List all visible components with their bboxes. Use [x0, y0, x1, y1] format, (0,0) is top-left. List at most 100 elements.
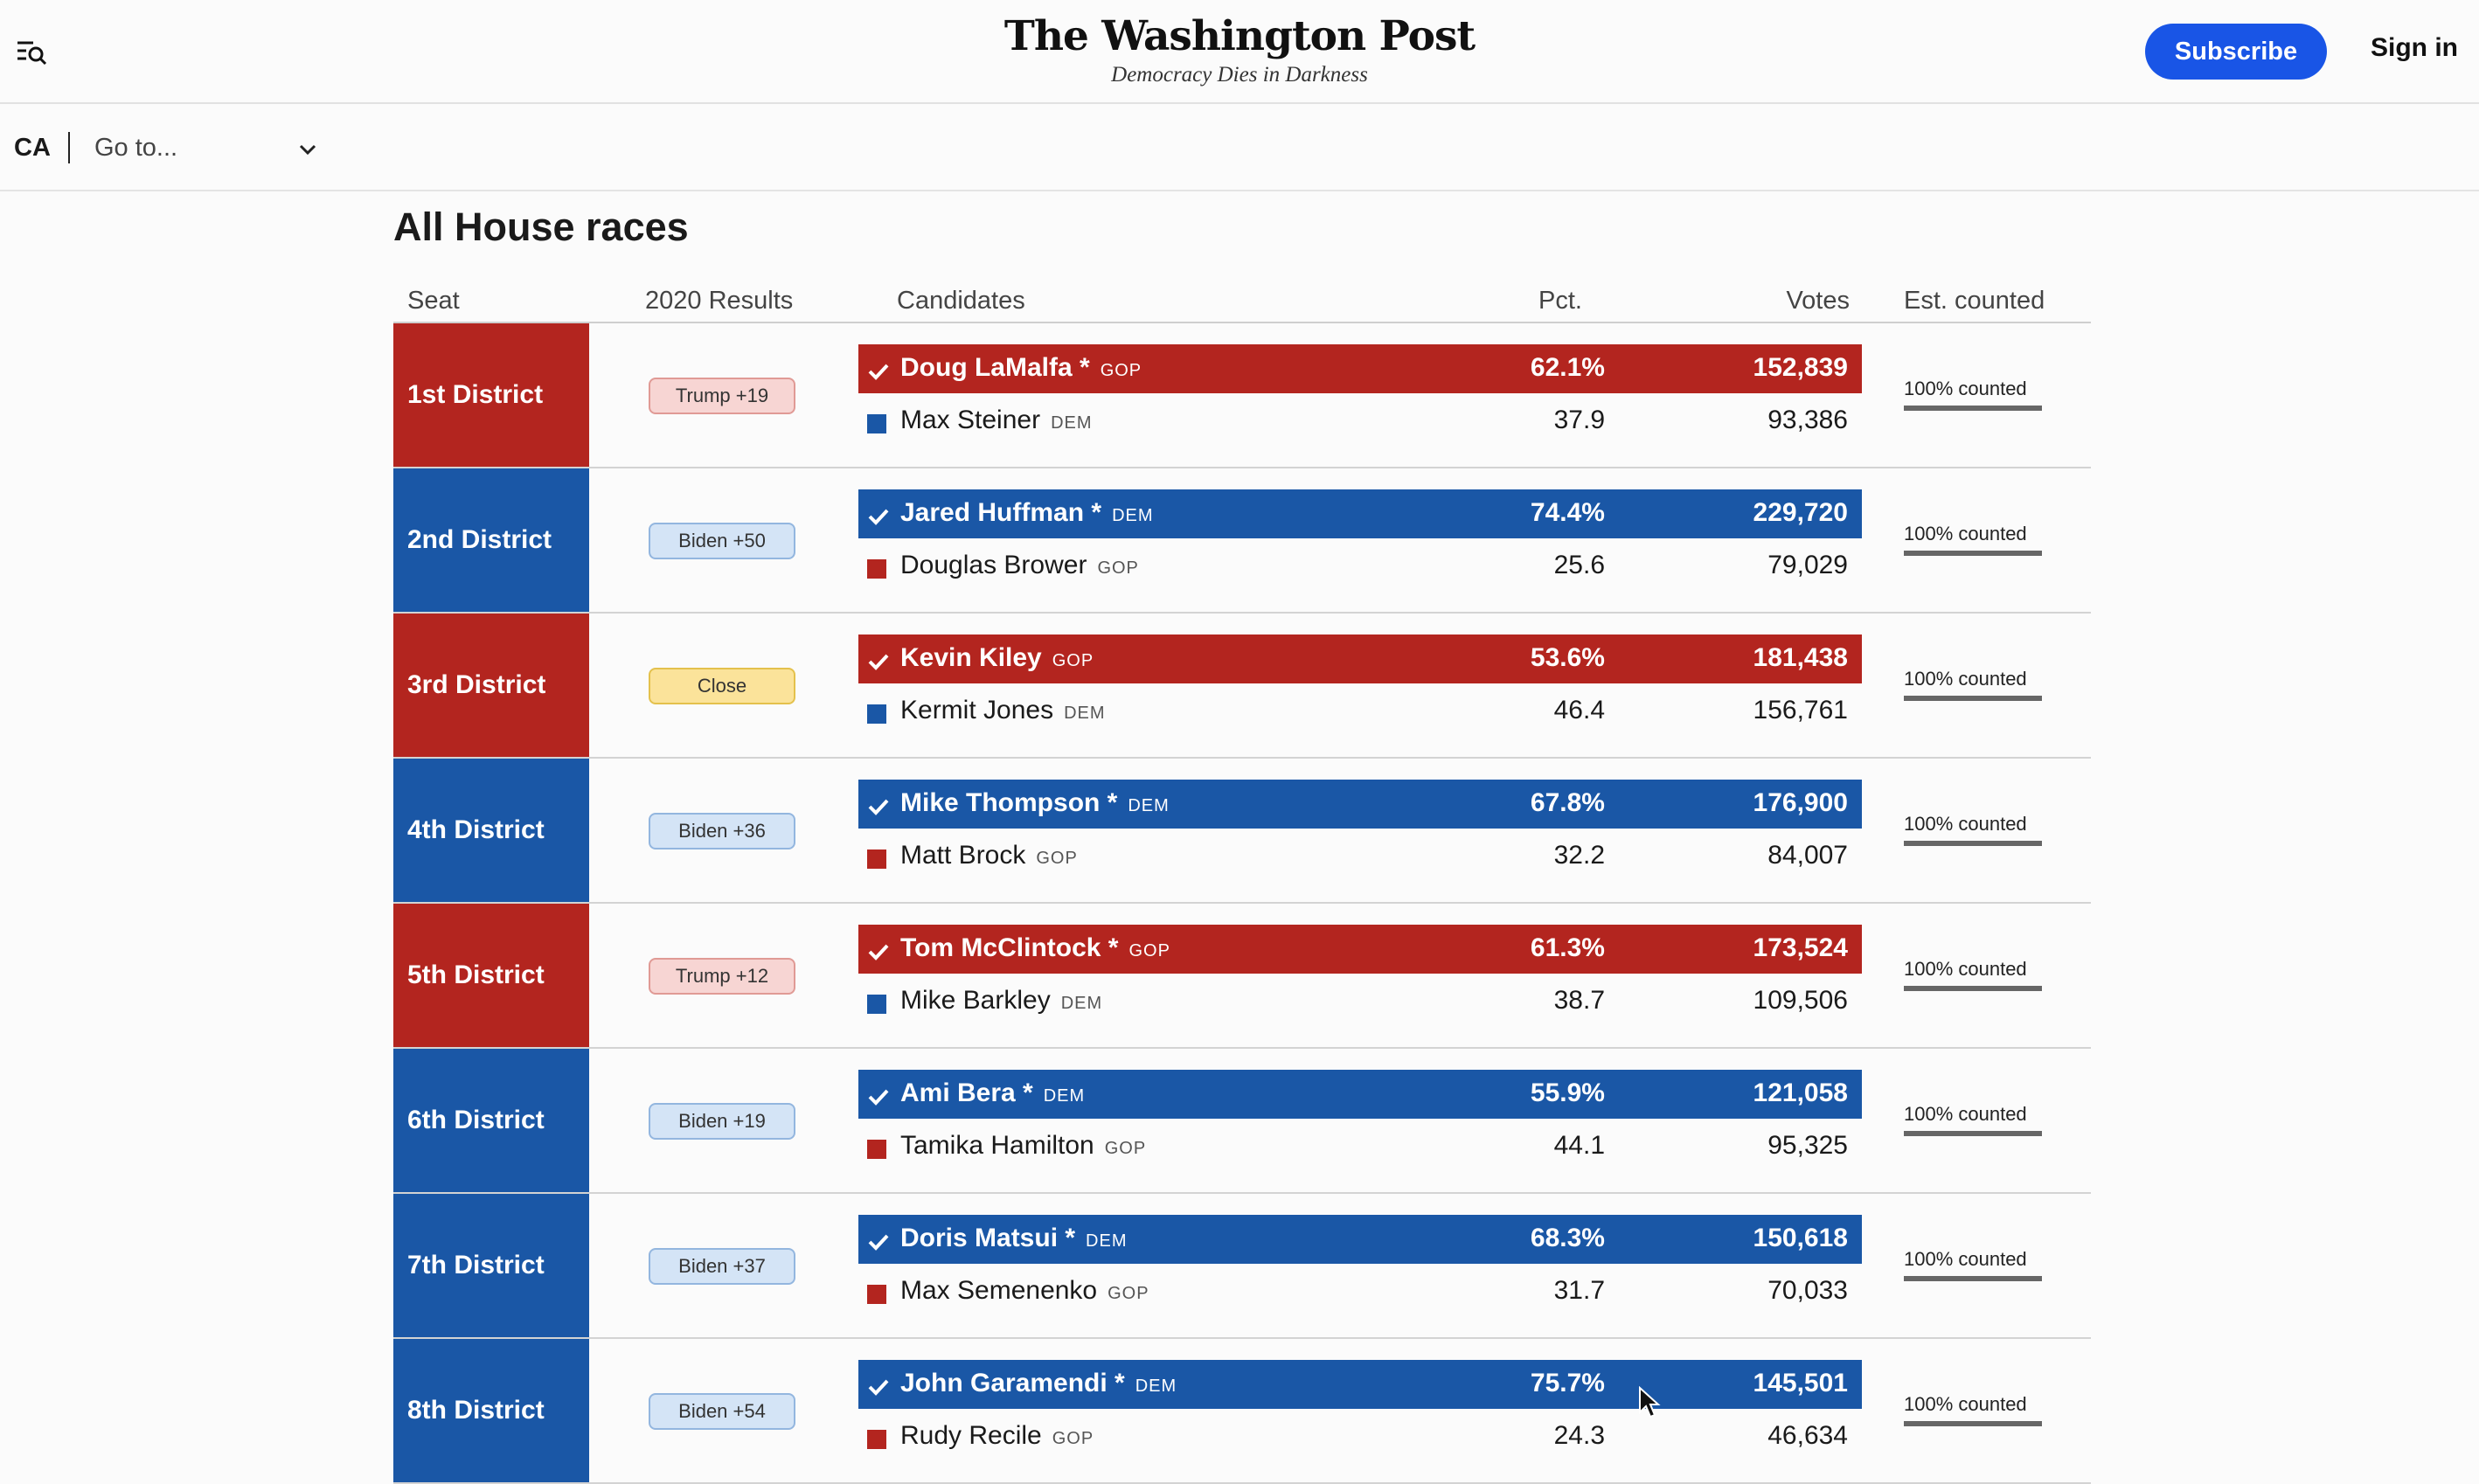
vote-pct: 75.7% [1530, 1369, 1605, 1397]
loser-row: Mike Barkley DEM 38.7 109,506 [858, 977, 1862, 1026]
party-swatch-icon [867, 704, 886, 724]
checkmark-icon [867, 794, 890, 815]
checkmark-icon [867, 1084, 890, 1106]
checkmark-icon [867, 939, 890, 960]
party-swatch-icon [867, 1140, 886, 1159]
seat-label[interactable]: 7th District [393, 1194, 589, 1337]
party-swatch-icon [867, 1430, 886, 1449]
est-counted-link[interactable]: 100% counted [1904, 1103, 2027, 1125]
col-pct: Pct. [1538, 287, 1582, 315]
table-header: Seat 2020 Results Candidates Pct. Votes … [393, 280, 2091, 323]
candidate-name: Ami Bera * DEM [900, 1078, 1085, 1108]
vote-count: 46,634 [1767, 1421, 1848, 1450]
checkmark-icon [867, 503, 890, 525]
party-label: GOP [1097, 558, 1139, 578]
est-counted-bar [1904, 986, 2042, 991]
est-counted-link[interactable]: 100% counted [1904, 523, 2027, 544]
party-label: GOP [1036, 849, 1078, 868]
race-row: 7th District Biden +37 Doris Matsui * DEM 68… [393, 1194, 2091, 1339]
loser-row: Kermit Jones DEM 46.4 156,761 [858, 687, 1862, 736]
winner-row: Doug LaMalfa * GOP 62.1% 152,839 [858, 344, 1862, 393]
est-counted-link[interactable]: 100% counted [1904, 668, 2027, 690]
seat-label[interactable]: 4th District [393, 759, 589, 902]
seat-label[interactable]: 2nd District [393, 468, 589, 612]
vote-pct: 74.4% [1530, 498, 1605, 527]
masthead-logo[interactable]: The Washington Post [1003, 12, 1476, 60]
top-header: The Washington Post Democracy Dies in Da… [0, 0, 2479, 104]
race-row: 1st District Trump +19 Doug LaMalfa * GOP 62… [393, 323, 2091, 468]
party-label: GOP [1108, 1284, 1149, 1303]
chevron-down-icon[interactable] [297, 139, 318, 160]
vote-count: 176,900 [1753, 788, 1848, 817]
menu-search-icon[interactable] [14, 35, 49, 70]
rating-badge: Trump +19 [649, 378, 795, 414]
est-counted-link[interactable]: 100% counted [1904, 958, 2027, 980]
loser-row: Rudy Recile GOP 24.3 46,634 [858, 1412, 1862, 1461]
winner-row: John Garamendi * DEM 75.7% 145,501 [858, 1360, 1862, 1409]
candidate-name: Max Steiner DEM [900, 406, 1093, 435]
vote-pct: 31.7 [1553, 1276, 1605, 1305]
est-counted-link[interactable]: 100% counted [1904, 1393, 2027, 1415]
est-counted-link[interactable]: 100% counted [1904, 378, 2027, 399]
state-subnav: CA Go to... [0, 104, 2479, 191]
candidate-name-text: Max Steiner [900, 406, 1041, 434]
vote-count: 156,761 [1753, 696, 1848, 725]
est-counted-bar [1904, 406, 2042, 411]
race-row: 2nd District Biden +50 Jared Huffman * DEM 7… [393, 468, 2091, 614]
house-races-section: All House races Seat 2020 Results Candid… [393, 192, 2091, 1484]
candidate-name: Mike Barkley DEM [900, 986, 1102, 1016]
winner-row: Mike Thompson * DEM 67.8% 176,900 [858, 780, 1862, 829]
seat-label[interactable]: 1st District [393, 323, 589, 467]
vote-pct: 44.1 [1553, 1131, 1605, 1160]
checkmark-icon [867, 648, 890, 670]
est-counted-link[interactable]: 100% counted [1904, 813, 2027, 835]
candidate-name-text: Jared Huffman * [900, 498, 1102, 527]
rating-badge: Biden +50 [649, 523, 795, 559]
candidate-name-text: Doug LaMalfa * [900, 353, 1090, 382]
seat-label[interactable]: 5th District [393, 904, 589, 1047]
vote-pct: 37.9 [1553, 406, 1605, 434]
subnav-divider [68, 132, 70, 163]
est-counted-bar [1904, 551, 2042, 556]
sign-in-link[interactable]: Sign in [2371, 33, 2458, 62]
candidate-name: Tom McClintock * GOP [900, 933, 1170, 963]
mouse-cursor-icon [1638, 1385, 1661, 1419]
seat-label[interactable]: 6th District [393, 1049, 589, 1192]
winner-row: Kevin Kiley GOP 53.6% 181,438 [858, 635, 1862, 683]
loser-row: Douglas Brower GOP 25.6 79,029 [858, 542, 1862, 591]
race-row: 4th District Biden +36 Mike Thompson * DEM 6… [393, 759, 2091, 904]
party-swatch-icon [867, 849, 886, 869]
loser-row: Max Semenenko GOP 31.7 70,033 [858, 1267, 1862, 1316]
candidate-name-text: Mike Barkley [900, 986, 1051, 1015]
party-label: DEM [1064, 704, 1106, 723]
seat-label[interactable]: 8th District [393, 1339, 589, 1482]
party-label: GOP [1128, 941, 1170, 960]
vote-count: 145,501 [1753, 1369, 1848, 1397]
vote-count: 79,029 [1767, 551, 1848, 579]
est-counted-link[interactable]: 100% counted [1904, 1248, 2027, 1270]
candidate-name: Max Semenenko GOP [900, 1276, 1149, 1306]
seat-label[interactable]: 3rd District [393, 614, 589, 757]
vote-count: 109,506 [1753, 986, 1848, 1015]
est-counted-bar [1904, 1131, 2042, 1136]
vote-pct: 67.8% [1530, 788, 1605, 817]
est-counted-bar [1904, 841, 2042, 846]
race-row: 3rd District Close Kevin Kiley GOP 53.6% 181,… [393, 614, 2091, 759]
rating-badge: Trump +12 [649, 958, 795, 995]
brand: The Washington Post Democracy Dies in Da… [0, 12, 2479, 87]
race-row: 8th District Biden +54 John Garamendi * DEM… [393, 1339, 2091, 1484]
vote-count: 121,058 [1753, 1078, 1848, 1107]
candidate-name: John Garamendi * DEM [900, 1369, 1177, 1398]
vote-count: 70,033 [1767, 1276, 1848, 1305]
vote-pct: 55.9% [1530, 1078, 1605, 1107]
vote-pct: 32.2 [1553, 841, 1605, 870]
candidate-name: Doris Matsui * DEM [900, 1224, 1128, 1253]
rating-badge: Biden +54 [649, 1393, 795, 1430]
col-seat: Seat [407, 287, 460, 315]
candidate-name: Rudy Recile GOP [900, 1421, 1094, 1451]
subscribe-button[interactable]: Subscribe [2145, 24, 2327, 80]
goto-select[interactable]: Go to... [94, 134, 178, 162]
vote-count: 181,438 [1753, 643, 1848, 672]
candidate-name: Douglas Brower GOP [900, 551, 1139, 580]
party-label: DEM [1043, 1086, 1086, 1106]
